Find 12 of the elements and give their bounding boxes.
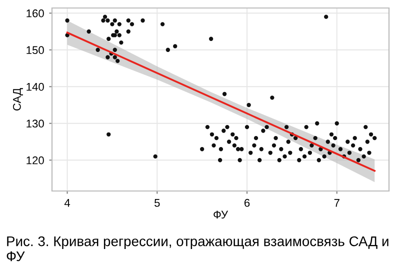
x-tick-label: 5 bbox=[154, 199, 160, 207]
x-tick-label: 6 bbox=[244, 198, 250, 207]
y-tick-label: 130 bbox=[26, 120, 44, 128]
x-tick-label: 4 bbox=[64, 199, 70, 207]
y-tick-label: 160 bbox=[26, 9, 44, 18]
text: Рис. 3. Кривая регрессии, отражающая взаимосвязь САД и ФУ bbox=[6, 236, 388, 262]
y-tick-label: 120 bbox=[26, 156, 44, 164]
x-axis-title: ФУ bbox=[214, 210, 228, 219]
y-axis-title: САД bbox=[12, 88, 23, 110]
x-tick-label: 7 bbox=[334, 199, 340, 207]
y-tick-label: 140 bbox=[26, 82, 44, 91]
y-tick-label: 150 bbox=[26, 46, 44, 54]
